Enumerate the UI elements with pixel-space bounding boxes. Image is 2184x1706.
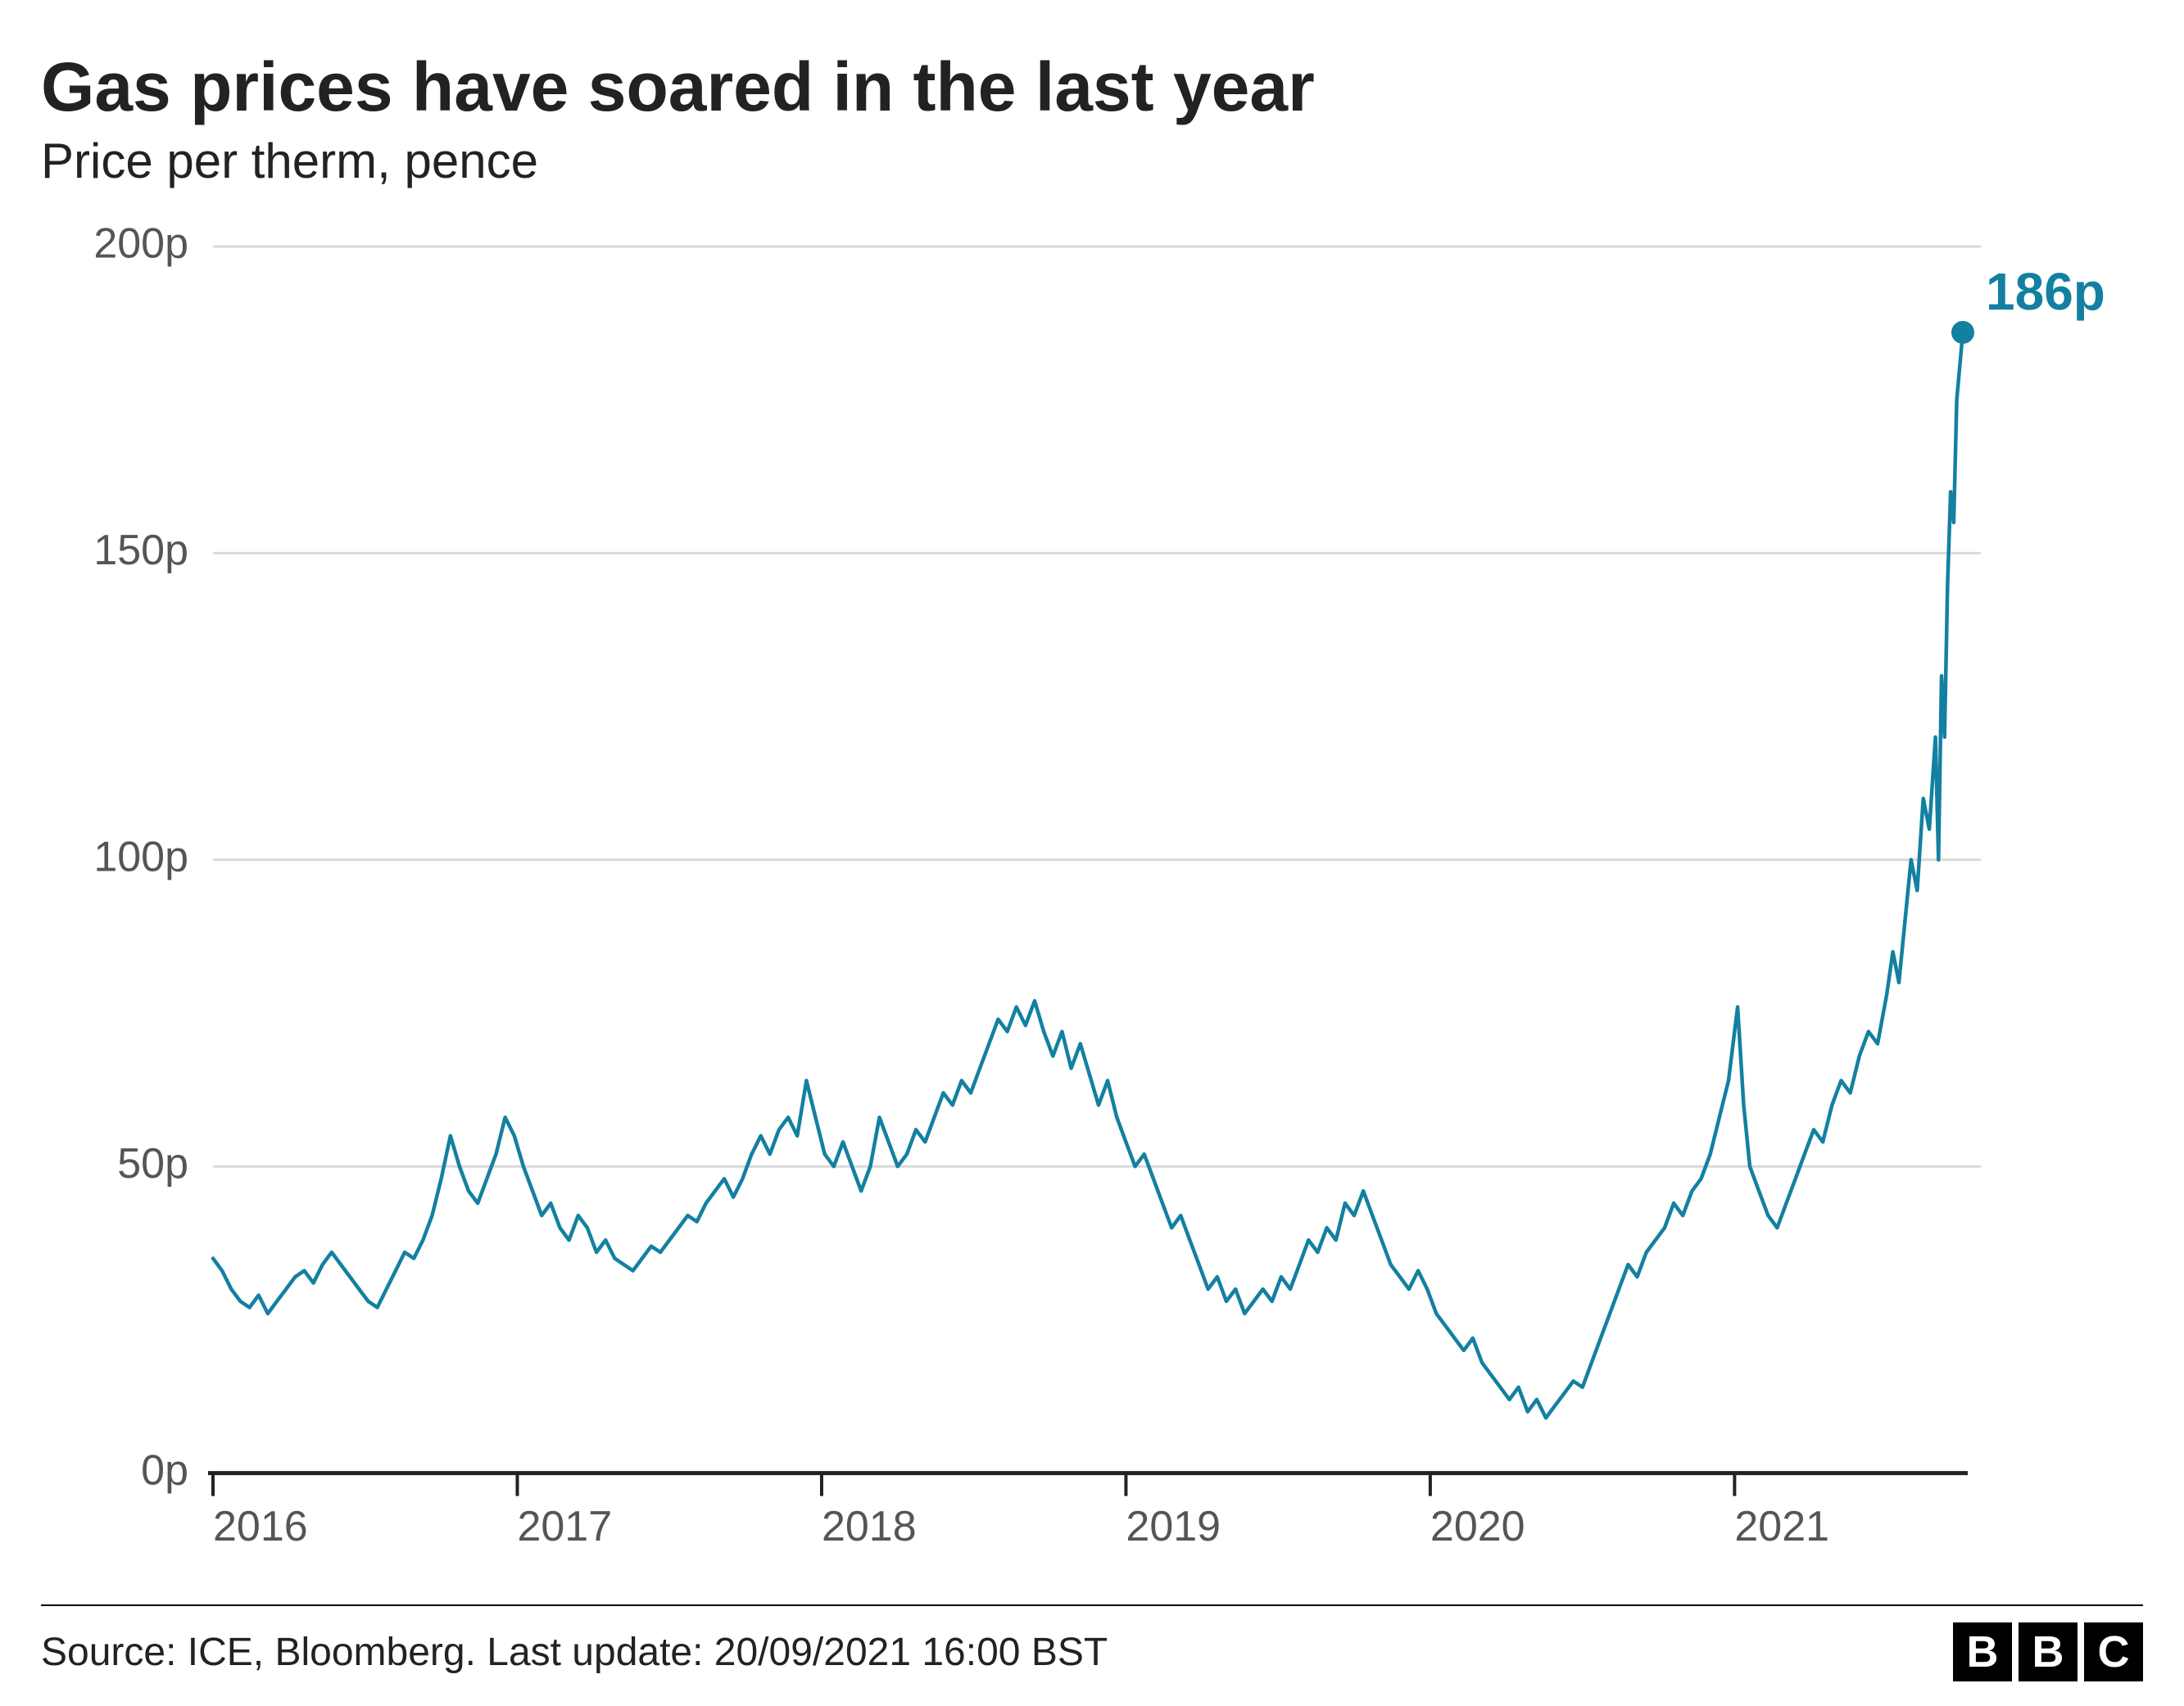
x-tick-label: 2016 [213,1504,308,1551]
y-tick-label: 0p [141,1447,188,1495]
x-tick-label: 2018 [822,1504,917,1551]
footer-bar: Source: ICE, Bloomberg. Last update: 20/… [41,1604,2143,1706]
y-tick-label: 200p [93,222,188,268]
x-tick-label: 2021 [1734,1504,1829,1551]
x-tick-label: 2020 [1430,1504,1525,1551]
price-line [213,333,1963,1418]
plot-svg: 0p 50p 100p 150p 200p 2016 2017 2018 2019 2020 202… [41,222,2143,1604]
y-tick-label: 100p [93,834,188,881]
y-tick-label: 50p [117,1140,188,1188]
bbc-logo-box: C [2084,1622,2143,1681]
bbc-logo-box: B [1953,1622,2012,1681]
end-point-marker [1951,321,1974,344]
chart-title: Gas prices have soared in the last year [41,49,2143,124]
x-tick-label: 2019 [1126,1504,1221,1551]
x-tick-label: 2017 [517,1504,612,1551]
plot-area: 0p 50p 100p 150p 200p 2016 2017 2018 2019 2020 202… [41,222,2143,1604]
bbc-logo: BBC [1953,1622,2143,1681]
bbc-logo-box: B [2019,1622,2078,1681]
y-tick-label: 150p [93,527,188,575]
source-text: Source: ICE, Bloomberg. Last update: 20/… [41,1630,1108,1675]
chart-subtitle: Price per therm, pence [41,133,2143,189]
chart-container: Gas prices have soared in the last year … [0,0,2184,1706]
end-point-label: 186p [1986,262,2105,321]
